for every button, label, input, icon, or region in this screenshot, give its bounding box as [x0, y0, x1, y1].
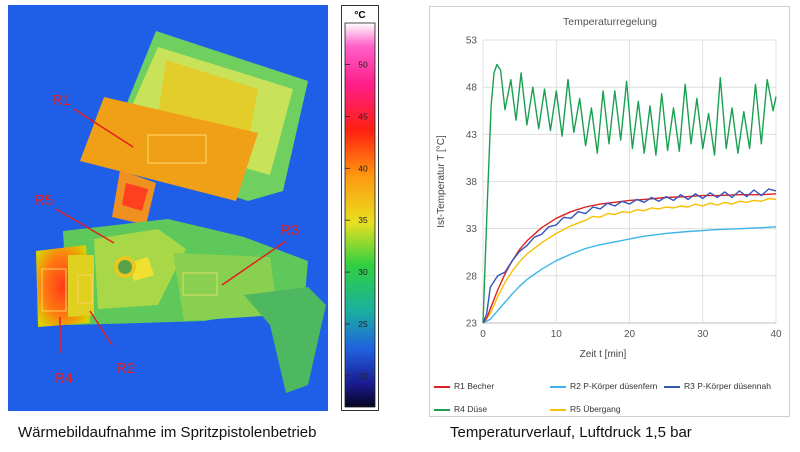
legend-label: R2 P-Körper düsenfern — [570, 381, 658, 391]
colorbar-tick-label: 40 — [358, 163, 368, 173]
colorbar-tick-label: 50 — [358, 60, 368, 70]
colorbar-tick-label: 35 — [358, 215, 368, 225]
series-line-r1 — [482, 193, 777, 324]
y-axis-label: Ist-Temperatur T [°C] — [436, 135, 447, 228]
chart-panel: Temperaturregelung 23 28 33 38 43 48 53 0 10 20 30… — [429, 6, 790, 417]
region-label-r1: R1 — [52, 92, 71, 109]
x-tick-label: 20 — [624, 329, 636, 340]
y-tick-label: 33 — [466, 224, 478, 235]
x-tick-label: 40 — [770, 329, 782, 340]
chart-title: Temperaturregelung — [563, 16, 657, 28]
series-line-r5 — [482, 197, 777, 324]
legend-label: R5 Übergang — [570, 404, 621, 414]
region-label-r4: R4 — [54, 370, 73, 387]
y-tick-label: 38 — [466, 177, 478, 188]
region-label-r3: R3 — [280, 222, 299, 239]
legend-swatch — [550, 386, 566, 388]
y-tick-label: 48 — [466, 83, 478, 94]
y-tick-label: 43 — [466, 130, 478, 141]
series-line-r4 — [482, 63, 777, 324]
region-label-r5: R5 — [34, 192, 53, 209]
temperature-line-chart: Temperaturregelung 23 28 33 38 43 48 53 0 10 20 30… — [436, 16, 782, 360]
cup-shape — [80, 31, 308, 201]
y-tick-label: 53 — [466, 36, 478, 47]
legend-label: R4 Düse — [454, 404, 488, 414]
colorbar-tick-label: 30 — [358, 267, 368, 277]
x-axis-label: Zeit t [min] — [580, 349, 627, 360]
right-caption: Temperaturverlauf, Luftdruck 1,5 bar — [450, 424, 692, 441]
colorbar-tick-label: 45 — [358, 111, 368, 121]
series-line-r3 — [482, 188, 777, 324]
colorbar-tick-label: 25 — [358, 319, 368, 329]
nozzle-shape — [36, 245, 94, 327]
region-leader-lines — [55, 108, 287, 353]
left-caption: Wärmebildaufnahme im Spritzpistolenbetri… — [18, 424, 317, 441]
thermal-image: R1 R5 R3 R2 R4 — [8, 5, 328, 411]
colorbar-tick-label: 20 — [358, 371, 368, 381]
series-line-r2 — [482, 226, 777, 324]
region-label-r2: R2 — [116, 360, 135, 377]
y-tick-label: 23 — [466, 319, 478, 330]
gun-body-shape — [63, 219, 326, 393]
x-tick-label: 10 — [551, 329, 563, 340]
colorbar-unit: °C — [354, 10, 365, 21]
legend-swatch — [550, 409, 566, 411]
x-tick-label: 30 — [697, 329, 709, 340]
legend-swatch — [434, 386, 450, 388]
temperature-colorbar: °C 50 45 40 35 30 25 20 — [341, 5, 379, 411]
y-tick-label: 28 — [466, 271, 478, 282]
legend-swatch — [434, 409, 450, 411]
legend-label: R1 Becher — [454, 381, 495, 391]
legend-label: R3 P-Körper düsennah — [684, 381, 771, 391]
legend-swatch — [664, 386, 680, 388]
x-tick-label: 0 — [480, 329, 486, 340]
